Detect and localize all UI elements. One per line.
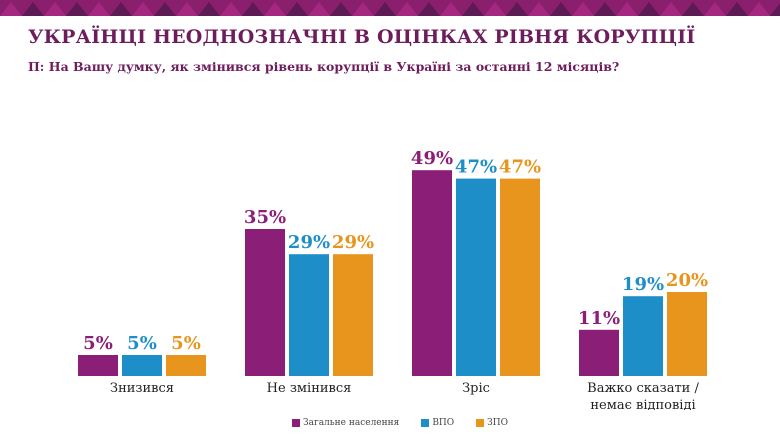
data-label: 47% [499, 157, 541, 178]
legend-label: Загальне населення [303, 418, 400, 428]
pattern-triangle [352, 2, 374, 16]
legend-swatch [476, 419, 485, 427]
data-label: 20% [666, 270, 708, 291]
data-label: 19% [622, 274, 664, 295]
pattern-triangle [308, 2, 330, 16]
pattern-triangle [550, 2, 572, 16]
bar [289, 254, 329, 376]
legend-item: Загальне населення [292, 418, 399, 428]
pattern-triangle [374, 2, 396, 16]
pattern-triangle [66, 2, 88, 16]
pattern-triangle [132, 2, 154, 16]
legend-label: ЗПО [487, 418, 508, 428]
pattern-triangle [396, 2, 418, 16]
pattern-triangle [682, 2, 704, 16]
bar [500, 178, 540, 376]
pattern-triangle [572, 2, 594, 16]
page-title: УКРАЇНЦІ НЕОДНОЗНАЧНІ В ОЦІНКАХ РІВНЯ КО… [28, 26, 696, 48]
pattern-triangle [88, 2, 110, 16]
bar [78, 355, 118, 376]
data-label: 11% [578, 308, 620, 329]
pattern-triangle [418, 2, 440, 16]
pattern-triangle [748, 2, 770, 16]
diamond-pattern-icon [0, 2, 780, 16]
pattern-triangle [726, 2, 748, 16]
data-label: 5% [127, 333, 157, 354]
pattern-triangle [0, 2, 22, 16]
pattern-triangle [264, 2, 286, 16]
pattern-triangle [22, 2, 44, 16]
legend-swatch [292, 419, 300, 427]
data-label: 5% [171, 333, 201, 354]
pattern-triangle [154, 2, 176, 16]
data-label: 29% [332, 232, 374, 253]
data-label: 47% [455, 157, 497, 178]
question-subtitle: П: На Вашу думку, як змінився рівень кор… [28, 59, 620, 74]
bar [412, 170, 452, 376]
pattern-triangle [440, 2, 462, 16]
pattern-triangle [242, 2, 264, 16]
legend-label: ВПО [432, 418, 455, 428]
pattern-triangle [638, 2, 660, 16]
legend-item: ВПО [421, 418, 454, 428]
pattern-triangle [220, 2, 242, 16]
bar [166, 355, 206, 376]
bar [456, 178, 496, 376]
pattern-triangle [44, 2, 66, 16]
bar [667, 292, 707, 376]
bar [579, 329, 619, 376]
category-label: немає відповіді [590, 398, 695, 410]
category-label: Знизився [110, 381, 174, 396]
bar [623, 296, 663, 376]
bar [122, 355, 162, 376]
bar [245, 229, 285, 376]
pattern-triangle [484, 2, 506, 16]
pattern-triangle [330, 2, 352, 16]
category-label: Не змінився [267, 381, 352, 396]
data-label: 49% [411, 148, 453, 169]
decorative-header-band [0, 0, 780, 16]
data-label: 5% [83, 333, 113, 354]
pattern-triangle [660, 2, 682, 16]
pattern-triangle [528, 2, 550, 16]
pattern-triangle [110, 2, 132, 16]
pattern-triangle [462, 2, 484, 16]
data-label: 29% [288, 232, 330, 253]
legend-swatch [421, 419, 430, 427]
bar [333, 254, 373, 376]
data-label: 35% [244, 207, 286, 228]
pattern-triangle [770, 3, 780, 16]
legend: Загальне населення ВПО ЗПО [292, 418, 508, 428]
category-label: Важко сказати / [587, 381, 699, 396]
pattern-triangle [198, 2, 220, 16]
pattern-triangle [176, 2, 198, 16]
pattern-triangle [704, 2, 726, 16]
pattern-triangle [286, 2, 308, 16]
pattern-triangle [506, 2, 528, 16]
pattern-triangle [616, 2, 638, 16]
category-label: Зріс [462, 381, 490, 396]
legend-item: ЗПО [476, 418, 508, 428]
pattern-triangle [594, 2, 616, 16]
